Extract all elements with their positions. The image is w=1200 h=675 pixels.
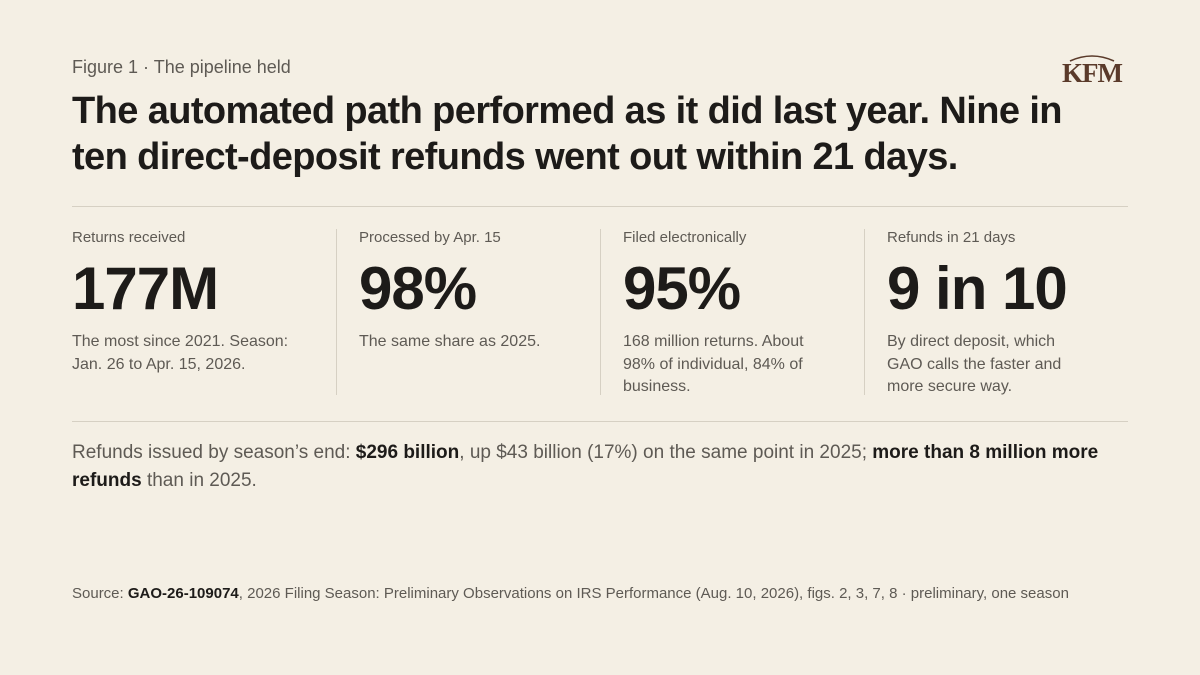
stat-divider <box>600 229 601 395</box>
stat-note: By direct deposit, which GAO calls the f… <box>887 333 1062 395</box>
bottom-divider <box>72 421 1128 422</box>
stat-label: Processed by Apr. 15 <box>359 229 501 246</box>
figure-kicker: Figure 1 · The pipeline held <box>72 57 291 77</box>
summary-suffix: than in 2025. <box>141 470 257 491</box>
stat-divider <box>864 229 865 395</box>
stat-note: 168 million returns. About 98% of indivi… <box>623 333 804 395</box>
source-note: Source: GAO-26-109074, 2026 Filing Seaso… <box>72 583 1112 604</box>
refund-summary: Refunds issued by season’s end: $296 bil… <box>72 439 1132 495</box>
headline: The automated path performed as it did l… <box>72 90 1063 178</box>
stat-label: Filed electronically <box>623 229 747 246</box>
top-divider <box>72 206 1128 207</box>
svg-text:KFM: KFM <box>1062 58 1122 88</box>
stat-returns-received: Returns received 177M The most since 202… <box>72 228 359 396</box>
summary-amount: $296 billion <box>355 442 460 463</box>
stat-value: 177M <box>72 255 219 322</box>
source-report-id: GAO-26-109074 <box>127 585 239 602</box>
summary-highlight: more than 8 million more refunds <box>72 442 1099 491</box>
source-text: , 2026 Filing Season: Preliminary Observ… <box>238 585 1069 602</box>
stat-note: The same share as 2025. <box>359 333 541 350</box>
summary-middle: , up $43 billion (17%) on the same point… <box>459 442 873 463</box>
kfm-logo: KFM <box>1062 55 1124 88</box>
summary-prefix: Refunds issued by season’s end: <box>72 442 356 463</box>
stat-label: Returns received <box>72 229 186 246</box>
stat-value: 98% <box>359 255 477 322</box>
stat-value: 9 in 10 <box>887 255 1068 322</box>
source-prefix: Source: <box>72 585 128 602</box>
stat-processed: Processed by Apr. 15 98% The same share … <box>359 228 623 396</box>
stat-note: The most since 2021. Season: Jan. 26 to … <box>72 333 289 373</box>
stat-value: 95% <box>623 255 741 322</box>
stat-filed-electronically: Filed electronically 95% 168 million ret… <box>623 228 887 396</box>
stats-row: Returns received 177M The most since 202… <box>72 228 1128 396</box>
stat-label: Refunds in 21 days <box>887 229 1016 246</box>
stat-refunds-21-days: Refunds in 21 days 9 in 10 By direct dep… <box>887 228 1127 396</box>
stat-divider <box>336 229 337 395</box>
